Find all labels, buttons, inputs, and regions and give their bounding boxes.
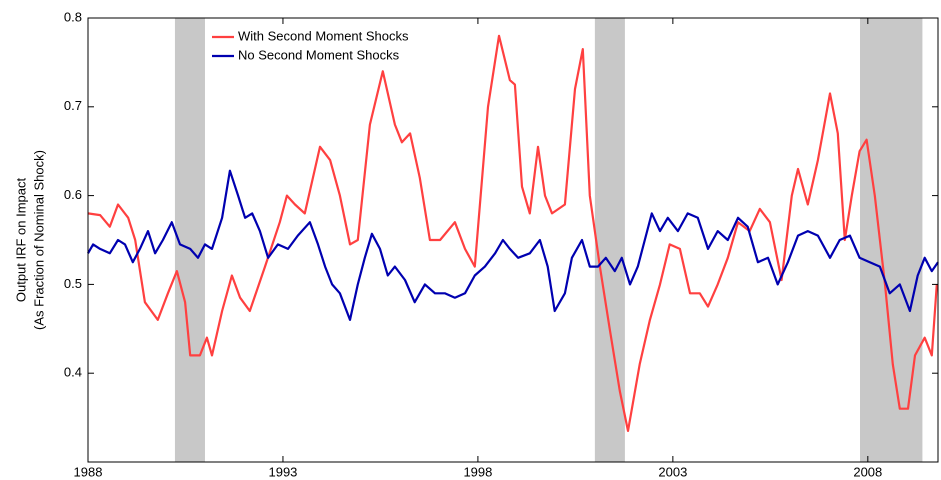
legend-label: No Second Moment Shocks xyxy=(238,47,400,62)
y-label-line: (As Fraction of Nominal Shock) xyxy=(31,150,46,330)
series-line xyxy=(87,169,939,321)
recession-shade xyxy=(174,18,205,462)
x-tick-label: 1988 xyxy=(74,464,103,479)
x-tick-label: 1993 xyxy=(268,464,297,479)
plot-frame xyxy=(87,17,939,463)
recession-shade xyxy=(860,18,923,462)
y-tick-label: 0.6 xyxy=(64,187,82,202)
y-label-line: Output IRF on Impact xyxy=(13,177,28,302)
legend-label: With Second Moment Shocks xyxy=(238,28,409,43)
x-tick-label: 2008 xyxy=(853,464,882,479)
y-tick-label: 0.7 xyxy=(64,98,82,113)
y-tick-label: 0.5 xyxy=(64,276,82,291)
x-tick-label: 1998 xyxy=(463,464,492,479)
y-tick-label: 0.8 xyxy=(64,9,82,24)
series-line xyxy=(87,34,938,432)
x-tick-label: 2003 xyxy=(658,464,687,479)
y-tick-label: 0.4 xyxy=(64,365,82,380)
y-axis-label: Output IRF on Impact (As Fraction of Nom… xyxy=(13,150,46,330)
